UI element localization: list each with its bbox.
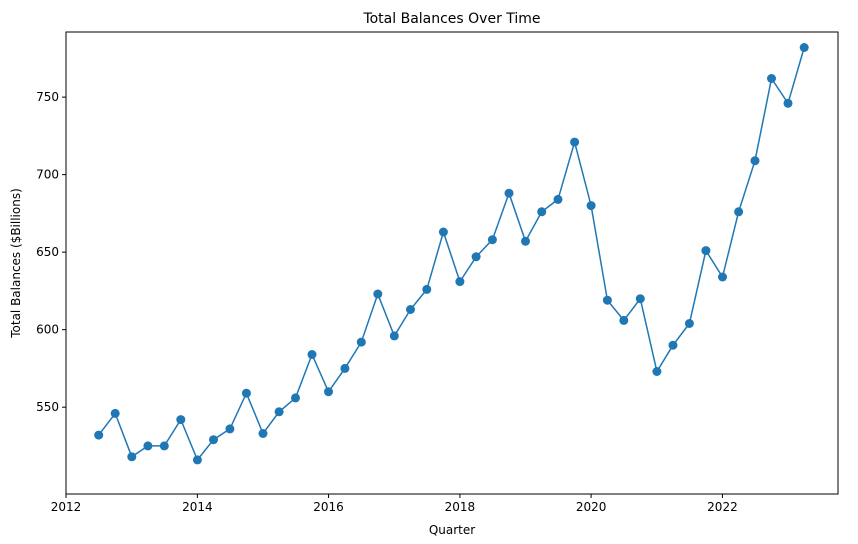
y-tick-label: 600 xyxy=(36,323,59,337)
y-axis: 550 600 650 700 750 xyxy=(36,90,66,414)
y-tick-label: 550 xyxy=(36,400,59,414)
x-tick-label: 2016 xyxy=(313,500,344,514)
x-tick-label: 2012 xyxy=(51,500,82,514)
data-point xyxy=(799,43,809,52)
data-point xyxy=(602,295,612,305)
plot-area xyxy=(65,31,839,495)
data-point xyxy=(422,284,432,294)
data-point xyxy=(767,74,776,83)
data-point xyxy=(324,387,333,397)
data-point xyxy=(586,201,596,211)
data-point xyxy=(521,236,530,246)
x-tick-label: 2018 xyxy=(445,500,476,514)
x-tick-label: 2020 xyxy=(576,500,607,514)
data-point xyxy=(570,137,580,147)
x-axis-label: Quarter xyxy=(429,523,475,537)
y-tick-label: 700 xyxy=(36,168,59,182)
data-point xyxy=(127,452,137,462)
data-point xyxy=(783,98,793,108)
y-tick-label: 750 xyxy=(36,90,59,104)
y-axis-label: Total Balances ($Billions) xyxy=(9,188,23,339)
data-point xyxy=(487,235,497,245)
y-tick-label: 650 xyxy=(36,245,59,259)
data-point xyxy=(241,388,251,398)
data-point xyxy=(734,207,744,217)
data-point xyxy=(684,319,694,328)
data-point xyxy=(455,277,465,287)
data-point xyxy=(389,331,399,341)
x-axis: 2012 2014 2016 2018 2020 2022 xyxy=(51,494,738,514)
data-point xyxy=(750,156,760,166)
data-point xyxy=(718,272,727,282)
data-point xyxy=(471,252,481,262)
data-point xyxy=(553,194,563,204)
data-point xyxy=(701,246,711,256)
data-point xyxy=(94,430,104,440)
data-point xyxy=(258,429,268,438)
chart-title: Total Balances Over Time xyxy=(362,11,540,27)
data-point xyxy=(209,435,218,445)
data-point xyxy=(635,294,645,304)
data-point xyxy=(504,188,514,198)
data-point xyxy=(307,350,317,359)
data-point xyxy=(110,408,120,418)
data-point xyxy=(176,415,186,425)
data-point xyxy=(373,289,383,299)
x-tick-label: 2014 xyxy=(182,500,213,514)
data-point xyxy=(356,337,366,347)
data-point xyxy=(340,363,350,373)
data-point xyxy=(406,305,415,314)
data-point xyxy=(192,455,202,465)
data-point xyxy=(143,441,153,451)
x-tick-label: 2022 xyxy=(707,500,738,514)
data-point xyxy=(668,340,678,350)
data-point xyxy=(291,393,300,403)
data-point xyxy=(438,227,448,237)
data-point xyxy=(225,424,235,434)
series-markers xyxy=(94,43,809,465)
data-point xyxy=(537,207,547,217)
data-point xyxy=(274,407,284,417)
data-point xyxy=(652,367,662,376)
series-line xyxy=(98,47,805,462)
data-point xyxy=(159,441,169,451)
data-point xyxy=(619,315,629,325)
